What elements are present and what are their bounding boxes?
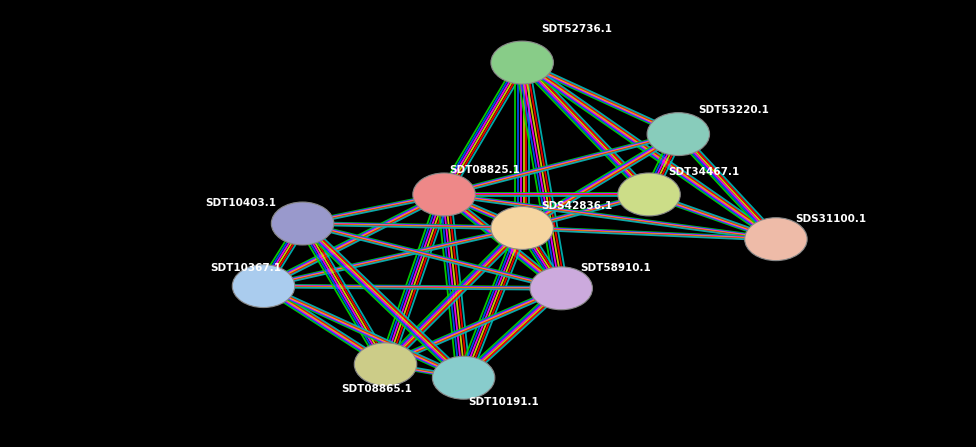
Ellipse shape <box>618 173 680 216</box>
Text: SDT10403.1: SDT10403.1 <box>205 198 276 208</box>
Text: SDT58910.1: SDT58910.1 <box>581 263 651 273</box>
Text: SDS42836.1: SDS42836.1 <box>542 201 613 211</box>
Ellipse shape <box>745 218 807 261</box>
Ellipse shape <box>491 207 553 249</box>
Text: SDT10191.1: SDT10191.1 <box>468 397 539 407</box>
Ellipse shape <box>232 265 295 308</box>
Text: SDT34467.1: SDT34467.1 <box>669 167 740 177</box>
Text: SDT53220.1: SDT53220.1 <box>698 105 769 114</box>
Ellipse shape <box>491 41 553 84</box>
Text: SDT52736.1: SDT52736.1 <box>542 24 613 34</box>
Ellipse shape <box>530 267 592 310</box>
Text: SDT08825.1: SDT08825.1 <box>449 165 520 175</box>
Text: SDT10367.1: SDT10367.1 <box>210 263 281 273</box>
Text: SDT08865.1: SDT08865.1 <box>342 384 413 394</box>
Ellipse shape <box>413 173 475 216</box>
Text: SDS31100.1: SDS31100.1 <box>795 214 867 224</box>
Ellipse shape <box>354 343 417 386</box>
Ellipse shape <box>271 202 334 245</box>
Ellipse shape <box>432 356 495 399</box>
Ellipse shape <box>647 113 710 156</box>
